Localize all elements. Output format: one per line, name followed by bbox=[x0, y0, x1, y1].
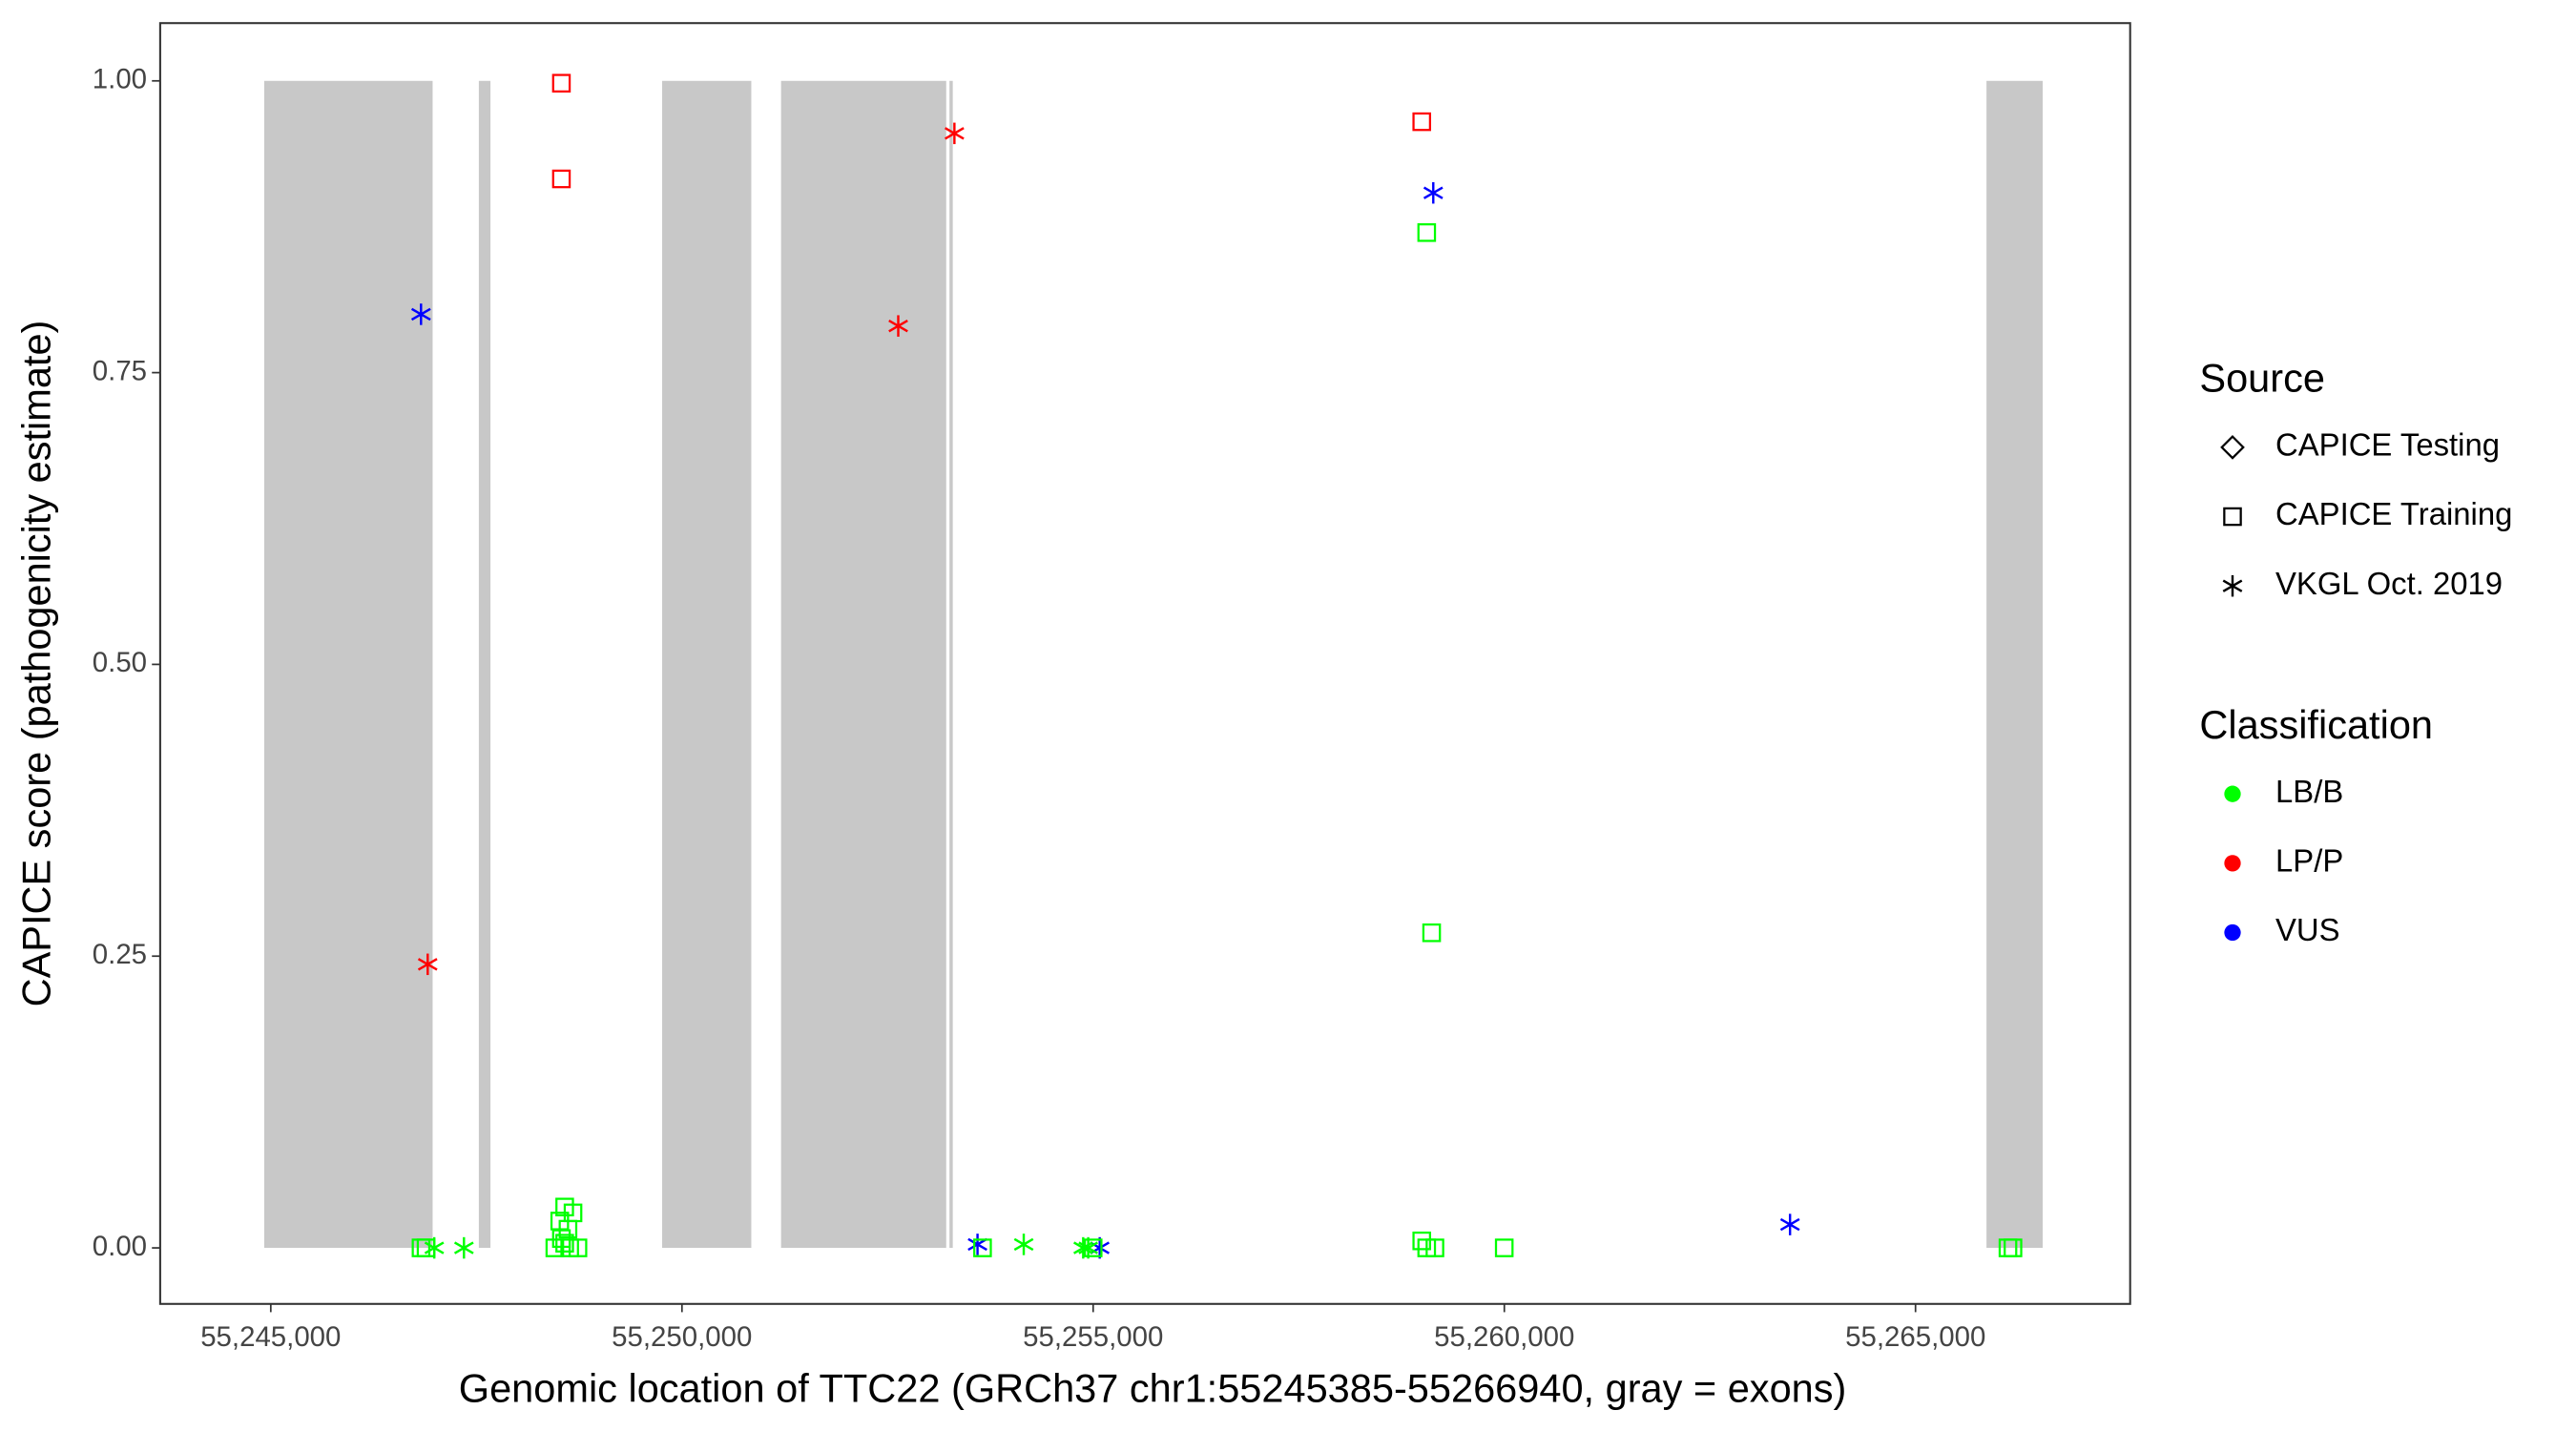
marker-shape bbox=[1412, 1231, 1431, 1251]
point bbox=[568, 1238, 588, 1257]
marker-shape bbox=[416, 1238, 436, 1257]
point bbox=[2004, 1238, 2023, 1257]
y-tick-label: 0.00 bbox=[93, 1231, 147, 1262]
marker-shape bbox=[1412, 112, 1431, 132]
marker-shape bbox=[453, 1241, 474, 1255]
point bbox=[1417, 223, 1437, 242]
point bbox=[1425, 1238, 1444, 1257]
exon bbox=[478, 80, 491, 1249]
point bbox=[888, 315, 908, 337]
marker-shape bbox=[410, 307, 431, 321]
x-tick-label: 55,250,000 bbox=[612, 1321, 752, 1353]
marker-shape bbox=[1083, 1238, 1103, 1257]
exon bbox=[949, 80, 953, 1249]
point bbox=[2220, 435, 2245, 460]
marker-shape bbox=[2224, 785, 2241, 802]
marker-shape bbox=[1779, 1217, 1800, 1232]
marker-shape bbox=[1013, 1237, 1034, 1252]
marker-shape bbox=[545, 1238, 565, 1257]
point bbox=[2223, 507, 2242, 527]
point bbox=[1779, 1213, 1800, 1235]
point bbox=[551, 73, 571, 93]
x-axis-label: Genomic location of TTC22 (GRCh37 chr1:5… bbox=[459, 1365, 1847, 1410]
y-tick-label: 0.75 bbox=[93, 355, 147, 386]
marker-shape bbox=[555, 1234, 574, 1253]
marker-shape bbox=[417, 958, 438, 971]
point bbox=[1072, 1236, 1093, 1259]
legend-label: VKGL Oct. 2019 bbox=[2275, 566, 2503, 601]
point bbox=[545, 1238, 565, 1257]
plot-panel bbox=[158, 22, 2131, 1305]
marker-shape bbox=[1422, 923, 1442, 943]
marker-shape bbox=[551, 73, 571, 93]
marker-shape bbox=[1072, 1241, 1093, 1255]
point bbox=[410, 303, 431, 325]
point bbox=[2222, 574, 2243, 597]
marker-shape bbox=[2222, 579, 2243, 592]
marker-shape bbox=[888, 319, 908, 333]
y-tick-label: 0.50 bbox=[93, 647, 147, 678]
point bbox=[1078, 1236, 1098, 1259]
point bbox=[1083, 1238, 1103, 1257]
exon bbox=[662, 80, 752, 1249]
marker-shape bbox=[945, 127, 965, 140]
marker-shape bbox=[967, 1237, 987, 1252]
marker-shape bbox=[2220, 435, 2245, 460]
marker-shape bbox=[1494, 1238, 1514, 1257]
x-tick-label: 55,245,000 bbox=[200, 1321, 341, 1353]
legend-title: Classification bbox=[2199, 702, 2433, 747]
x-tick-label: 55,260,000 bbox=[1434, 1321, 1574, 1353]
point bbox=[417, 953, 438, 976]
marker-shape bbox=[568, 1238, 588, 1257]
point bbox=[1412, 1231, 1431, 1251]
marker-shape bbox=[1425, 1238, 1444, 1257]
legend-label: LP/P bbox=[2275, 843, 2343, 879]
marker-shape bbox=[2224, 923, 2241, 942]
point bbox=[453, 1236, 474, 1259]
point bbox=[416, 1238, 436, 1257]
exon bbox=[263, 80, 433, 1249]
marker-shape bbox=[551, 169, 571, 189]
y-tick-label: 0.25 bbox=[93, 939, 147, 970]
exon bbox=[780, 80, 946, 1249]
legend-label: CAPICE Training bbox=[2275, 496, 2512, 531]
point bbox=[1494, 1238, 1514, 1257]
point bbox=[2224, 855, 2241, 872]
legend-label: CAPICE Testing bbox=[2275, 427, 2500, 463]
point bbox=[1422, 923, 1442, 943]
marker-shape bbox=[2224, 855, 2241, 872]
y-tick-label: 1.00 bbox=[93, 64, 147, 95]
point bbox=[2224, 785, 2241, 802]
point bbox=[1423, 181, 1444, 204]
marker-shape bbox=[2223, 507, 2242, 527]
marker-shape bbox=[558, 1219, 578, 1239]
legend-title: Source bbox=[2199, 356, 2325, 401]
marker-shape bbox=[1423, 186, 1444, 199]
x-tick-label: 55,265,000 bbox=[1845, 1321, 1985, 1353]
point bbox=[2224, 923, 2241, 942]
marker-shape bbox=[2004, 1238, 2023, 1257]
x-tick-label: 55,255,000 bbox=[1023, 1321, 1163, 1353]
marker-shape bbox=[1078, 1241, 1098, 1255]
point bbox=[558, 1219, 578, 1239]
marker-shape bbox=[973, 1238, 992, 1257]
point bbox=[1013, 1234, 1034, 1255]
exon bbox=[1986, 80, 2043, 1249]
point bbox=[945, 122, 965, 145]
point bbox=[973, 1238, 992, 1257]
point bbox=[555, 1234, 574, 1253]
legend-label: VUS bbox=[2275, 912, 2340, 947]
legend-label: LB/B bbox=[2275, 774, 2343, 809]
marker-shape bbox=[1417, 223, 1437, 242]
point bbox=[967, 1234, 987, 1255]
point bbox=[1412, 112, 1431, 132]
y-axis-label: CAPICE score (pathogenicity estimate) bbox=[14, 321, 59, 1007]
point bbox=[551, 169, 571, 189]
